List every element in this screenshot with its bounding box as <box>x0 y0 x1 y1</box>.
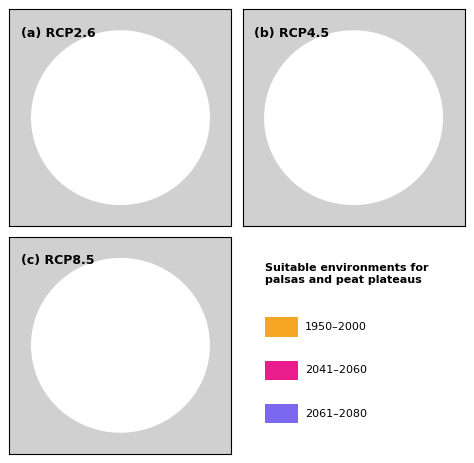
Polygon shape <box>32 31 209 204</box>
Text: 1950–2000: 1950–2000 <box>305 322 366 332</box>
Text: (a) RCP2.6: (a) RCP2.6 <box>20 26 95 40</box>
Text: (b) RCP4.5: (b) RCP4.5 <box>254 26 329 40</box>
Polygon shape <box>265 31 442 204</box>
Text: 2041–2060: 2041–2060 <box>305 365 367 375</box>
Bar <box>265 361 298 380</box>
Bar <box>265 404 298 423</box>
Polygon shape <box>32 259 209 432</box>
Text: 2061–2080: 2061–2080 <box>305 409 367 419</box>
Text: (c) RCP8.5: (c) RCP8.5 <box>20 254 94 267</box>
Text: Suitable environments for
palsas and peat plateaus: Suitable environments for palsas and pea… <box>265 263 428 285</box>
Bar <box>265 317 298 337</box>
